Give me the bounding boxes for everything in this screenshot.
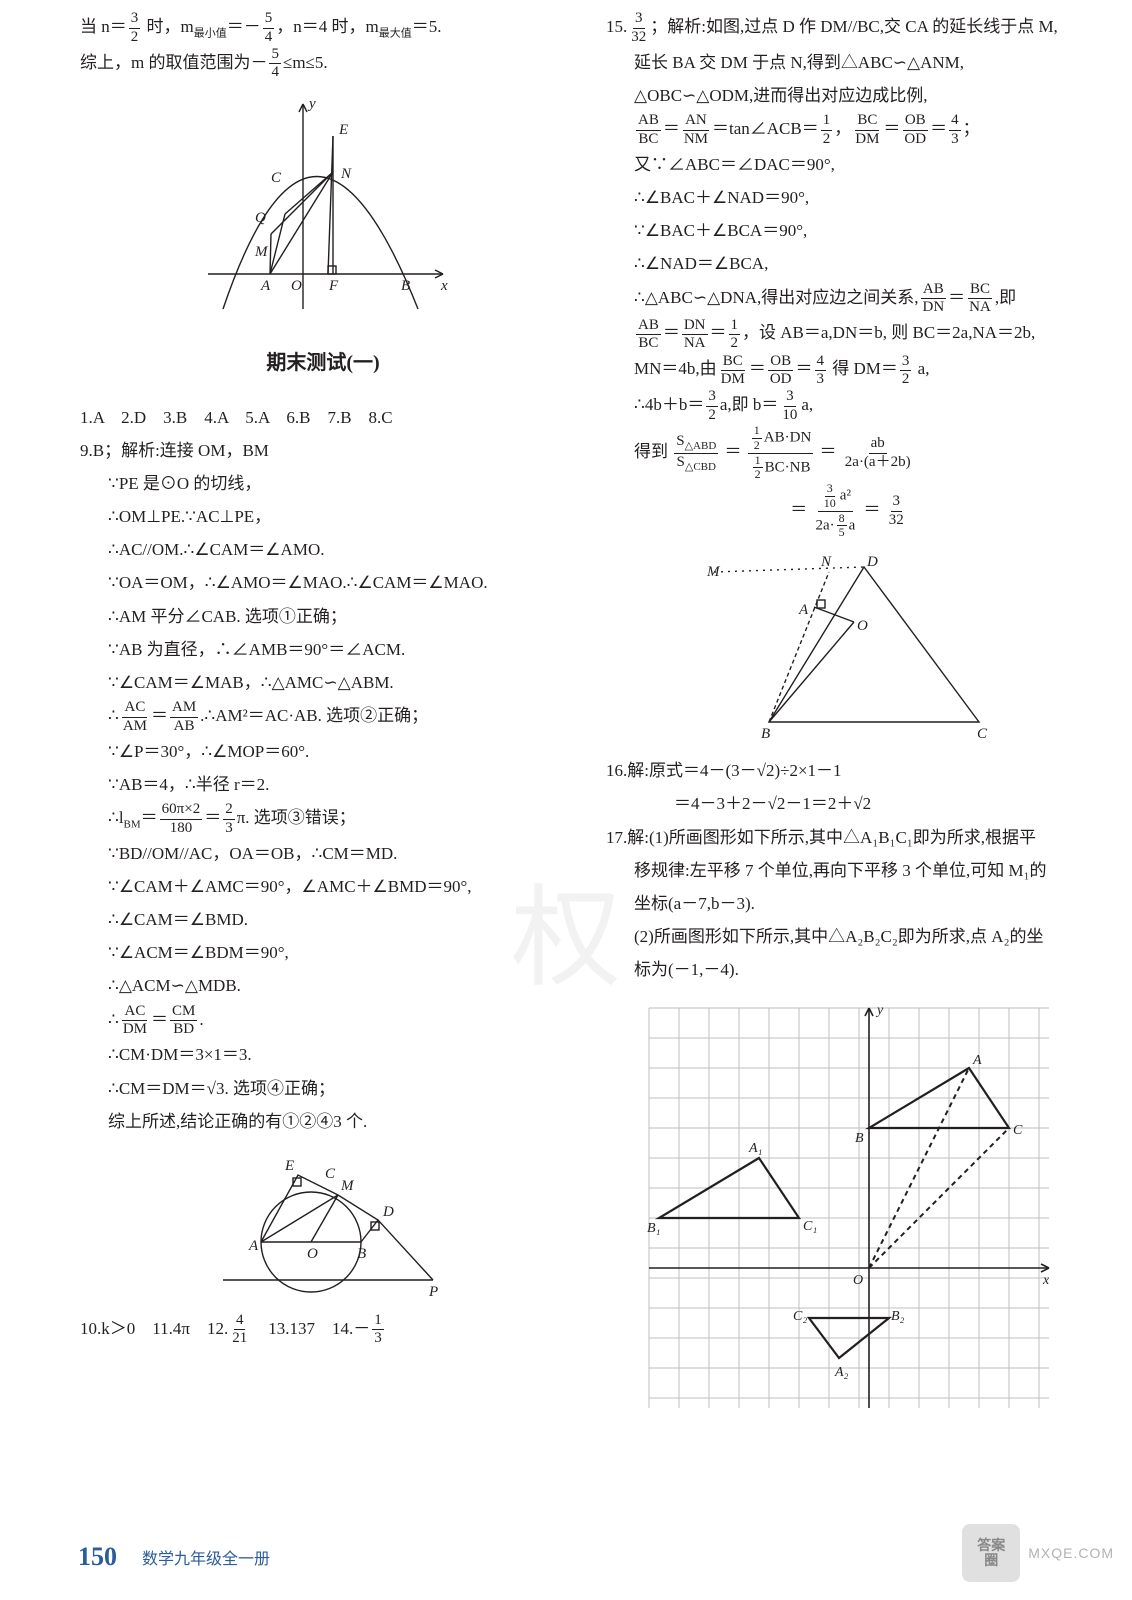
q9-line: ∵∠ACM＝∠BDM＝90°, bbox=[80, 936, 566, 969]
q15-line: 又∵∠ABC＝∠DAC＝90°, bbox=[606, 148, 1092, 181]
svg-text:C: C bbox=[977, 726, 988, 742]
q9-line: ∵OA＝OM，∴∠AMO＝∠MAO.∴∠CAM＝∠MAO. bbox=[80, 566, 566, 599]
svg-text:D: D bbox=[382, 1204, 394, 1220]
section-title: 期末测试(一) bbox=[80, 344, 566, 383]
svg-text:x: x bbox=[440, 278, 448, 294]
q9-frac-line: ∴ACAM＝AMAB.∴AM²＝AC·AB. 选项②正确； bbox=[80, 699, 566, 735]
q15-line: ∵∠BAC＋∠BCA＝90°, bbox=[606, 214, 1092, 247]
svg-text:N: N bbox=[340, 166, 352, 182]
q15-frac-row: ABBC＝ANNM＝tan∠ACB＝12，BCDM＝OBOD＝43； bbox=[606, 112, 1092, 148]
svg-text:B: B bbox=[401, 278, 410, 294]
q9-line: ∴AM 平分∠CAB. 选项①正确； bbox=[80, 600, 566, 633]
svg-text:E: E bbox=[284, 1158, 294, 1174]
text-line: 综上，m 的取值范围为－54≤m≤5. bbox=[80, 46, 566, 82]
q9-line: ∵PE 是⊙O 的切线， bbox=[80, 467, 566, 500]
q17-line: 坐标(a－7,b－3). bbox=[606, 887, 1092, 920]
page-footer: 150 数学九年级全一册 bbox=[78, 1542, 270, 1572]
svg-text:E: E bbox=[338, 122, 348, 138]
q9-line: ∴OM⊥PE.∵AC⊥PE， bbox=[80, 500, 566, 533]
svg-text:M: M bbox=[706, 564, 721, 580]
q17-line: 移规律:左平移 7 个单位,再向下平移 3 个单位,可知 M₁的 bbox=[606, 854, 1092, 887]
svg-text:N: N bbox=[820, 554, 832, 570]
svg-text:A: A bbox=[798, 602, 809, 618]
svg-text:A: A bbox=[260, 278, 271, 294]
q9-line: 综上所述,结论正确的有①②④3 个. bbox=[80, 1105, 566, 1138]
svg-text:A₂: A₂ bbox=[834, 1365, 849, 1380]
q15-final: ＝ 310a² 2a·85a ＝ 332 bbox=[606, 482, 1092, 540]
svg-text:F: F bbox=[328, 278, 339, 294]
q16-line: ＝4－3＋2－√2－1＝2＋√2 bbox=[606, 787, 1092, 820]
q15-line: ∴∠NAD＝∠BCA, bbox=[606, 247, 1092, 280]
q9-last-frac: ∴ACDM＝CMBD. bbox=[80, 1003, 566, 1039]
q16-line: 16.解:原式＝4－(3－√2)÷2×1－1 bbox=[606, 754, 1092, 787]
svg-text:C: C bbox=[325, 1166, 336, 1182]
page-number: 150 bbox=[78, 1542, 117, 1572]
q15-line: MN＝4b,由BCDM＝OBOD＝43 得 DM＝32 a, bbox=[606, 352, 1092, 388]
q9-line: ∴CM·DM＝3×1＝3. bbox=[80, 1038, 566, 1071]
q15-head: 15.332；解析:如图,过点 D 作 DM//BC,交 CA 的延长线于点 M… bbox=[606, 10, 1092, 46]
q17-line: 标为(－1,－4). bbox=[606, 953, 1092, 986]
q9-arc-line: ∴lBM＝60π×2180＝23π. 选项③错误； bbox=[80, 801, 566, 837]
watermark-icon: 答案圈 bbox=[962, 1524, 1020, 1582]
q15-line: ∴△ABC∽△DNA,得出对应边之间关系,ABDN＝BCNA,即 bbox=[606, 281, 1092, 317]
q15-line: 延长 BA 交 DM 于点 N,得到△ABC∽△ANM, bbox=[606, 46, 1092, 79]
svg-text:A: A bbox=[248, 1238, 259, 1254]
svg-text:C₂: C₂ bbox=[793, 1309, 807, 1324]
q9-line: ∴AC//OM.∴∠CAM＝∠AMO. bbox=[80, 533, 566, 566]
text-line: 当 n＝32 时，m最小值＝－54，n＝4 时，m最大值＝5. bbox=[80, 10, 566, 46]
svg-text:B: B bbox=[855, 1131, 864, 1146]
q9-line: ∵AB＝4，∴半径 r＝2. bbox=[80, 768, 566, 801]
row10: 10.k＞0 11.4π 12.421 13.137 14.－13 bbox=[80, 1312, 566, 1348]
svg-text:O: O bbox=[291, 278, 302, 294]
q17-line: 17.解:(1)所画图形如下所示,其中△A₁B₁C₁即为所求,根据平 bbox=[606, 821, 1092, 854]
q9-head: 9.B；解析:连接 OM，BM bbox=[80, 434, 566, 467]
svg-text:C: C bbox=[271, 170, 282, 186]
watermark-url: MXQE.COM bbox=[1028, 1545, 1114, 1561]
page-columns: 当 n＝32 时，m最小值＝－54，n＝4 时，m最大值＝5. 综上，m 的取值… bbox=[0, 0, 1132, 1430]
svg-text:A: A bbox=[972, 1053, 982, 1068]
svg-text:C: C bbox=[1013, 1123, 1023, 1138]
svg-text:A₁: A₁ bbox=[748, 1141, 762, 1156]
left-column: 当 n＝32 时，m最小值＝－54，n＝4 时，m最大值＝5. 综上，m 的取值… bbox=[80, 10, 566, 1430]
svg-text:O: O bbox=[307, 1246, 318, 1262]
svg-text:C₁: C₁ bbox=[803, 1219, 817, 1234]
q9-line: ∵BD//OM//AC，OA＝OB，∴CM＝MD. bbox=[80, 837, 566, 870]
book-title: 数学九年级全一册 bbox=[142, 1545, 270, 1569]
watermark: 答案圈 MXQE.COM bbox=[962, 1524, 1114, 1582]
svg-text:M: M bbox=[340, 1178, 355, 1194]
parabola-figure: y E C N Q M A O F B x bbox=[193, 94, 453, 324]
right-column: 15.332；解析:如图,过点 D 作 DM//BC,交 CA 的延长线于点 M… bbox=[606, 10, 1092, 1430]
triangle-figure: M N D A O B C bbox=[699, 552, 999, 742]
q9-line: ∵∠CAM＝∠MAB，∴△AMC∽△ABM. bbox=[80, 666, 566, 699]
svg-text:B: B bbox=[761, 726, 770, 742]
svg-text:O: O bbox=[857, 618, 868, 634]
q9-line: ∵∠P＝30°，∴∠MOP＝60°. bbox=[80, 735, 566, 768]
svg-text:D: D bbox=[866, 554, 878, 570]
q15-line: ∴4b＋b＝32a,即 b＝310a, bbox=[606, 388, 1092, 424]
circle-figure: E C M D A O B P bbox=[203, 1150, 443, 1300]
svg-text:y: y bbox=[307, 96, 316, 112]
svg-text:y: y bbox=[875, 1003, 884, 1018]
q15-line: ∴∠BAC＋∠NAD＝90°, bbox=[606, 181, 1092, 214]
q9-line: ∵∠CAM＋∠AMC＝90°，∠AMC＋∠BMD＝90°, bbox=[80, 870, 566, 903]
svg-text:B₂: B₂ bbox=[891, 1309, 905, 1324]
svg-text:B: B bbox=[357, 1246, 366, 1262]
svg-text:M: M bbox=[254, 244, 269, 260]
q15-line: ABBC＝DNNA＝12，设 AB＝a,DN＝b, 则 BC＝2a,NA＝2b, bbox=[606, 316, 1092, 352]
q9-line: ∴△ACM∽△MDB. bbox=[80, 969, 566, 1002]
svg-text:x: x bbox=[1042, 1273, 1050, 1288]
q15-bigfrac: 得到 S△ABDS△CBD ＝ 12AB·DN 12BC·NB ＝ ab2a·(… bbox=[606, 424, 1092, 482]
q9-line: ∴CM＝DM＝√3. 选项④正确； bbox=[80, 1072, 566, 1105]
svg-text:Q: Q bbox=[255, 210, 266, 226]
svg-text:P: P bbox=[428, 1284, 438, 1300]
q9-line: ∵AB 为直径，∴∠AMB＝90°＝∠ACM. bbox=[80, 633, 566, 666]
grid-figure: y A A₁ B C B₁ C₁ O x C₂ B₂ A₂ bbox=[639, 998, 1059, 1418]
q15-line: △OBC∽△ODM,进而得出对应边成比例, bbox=[606, 79, 1092, 112]
q17-line: (2)所画图形如下所示,其中△A₂B₂C₂即为所求,点 A₂的坐 bbox=[606, 920, 1092, 953]
q9-line: ∴∠CAM＝∠BMD. bbox=[80, 903, 566, 936]
mc-answers: 1.A 2.D 3.B 4.A 5.A 6.B 7.B 8.C bbox=[80, 401, 566, 434]
svg-text:B₁: B₁ bbox=[647, 1221, 660, 1236]
svg-text:O: O bbox=[853, 1273, 863, 1288]
